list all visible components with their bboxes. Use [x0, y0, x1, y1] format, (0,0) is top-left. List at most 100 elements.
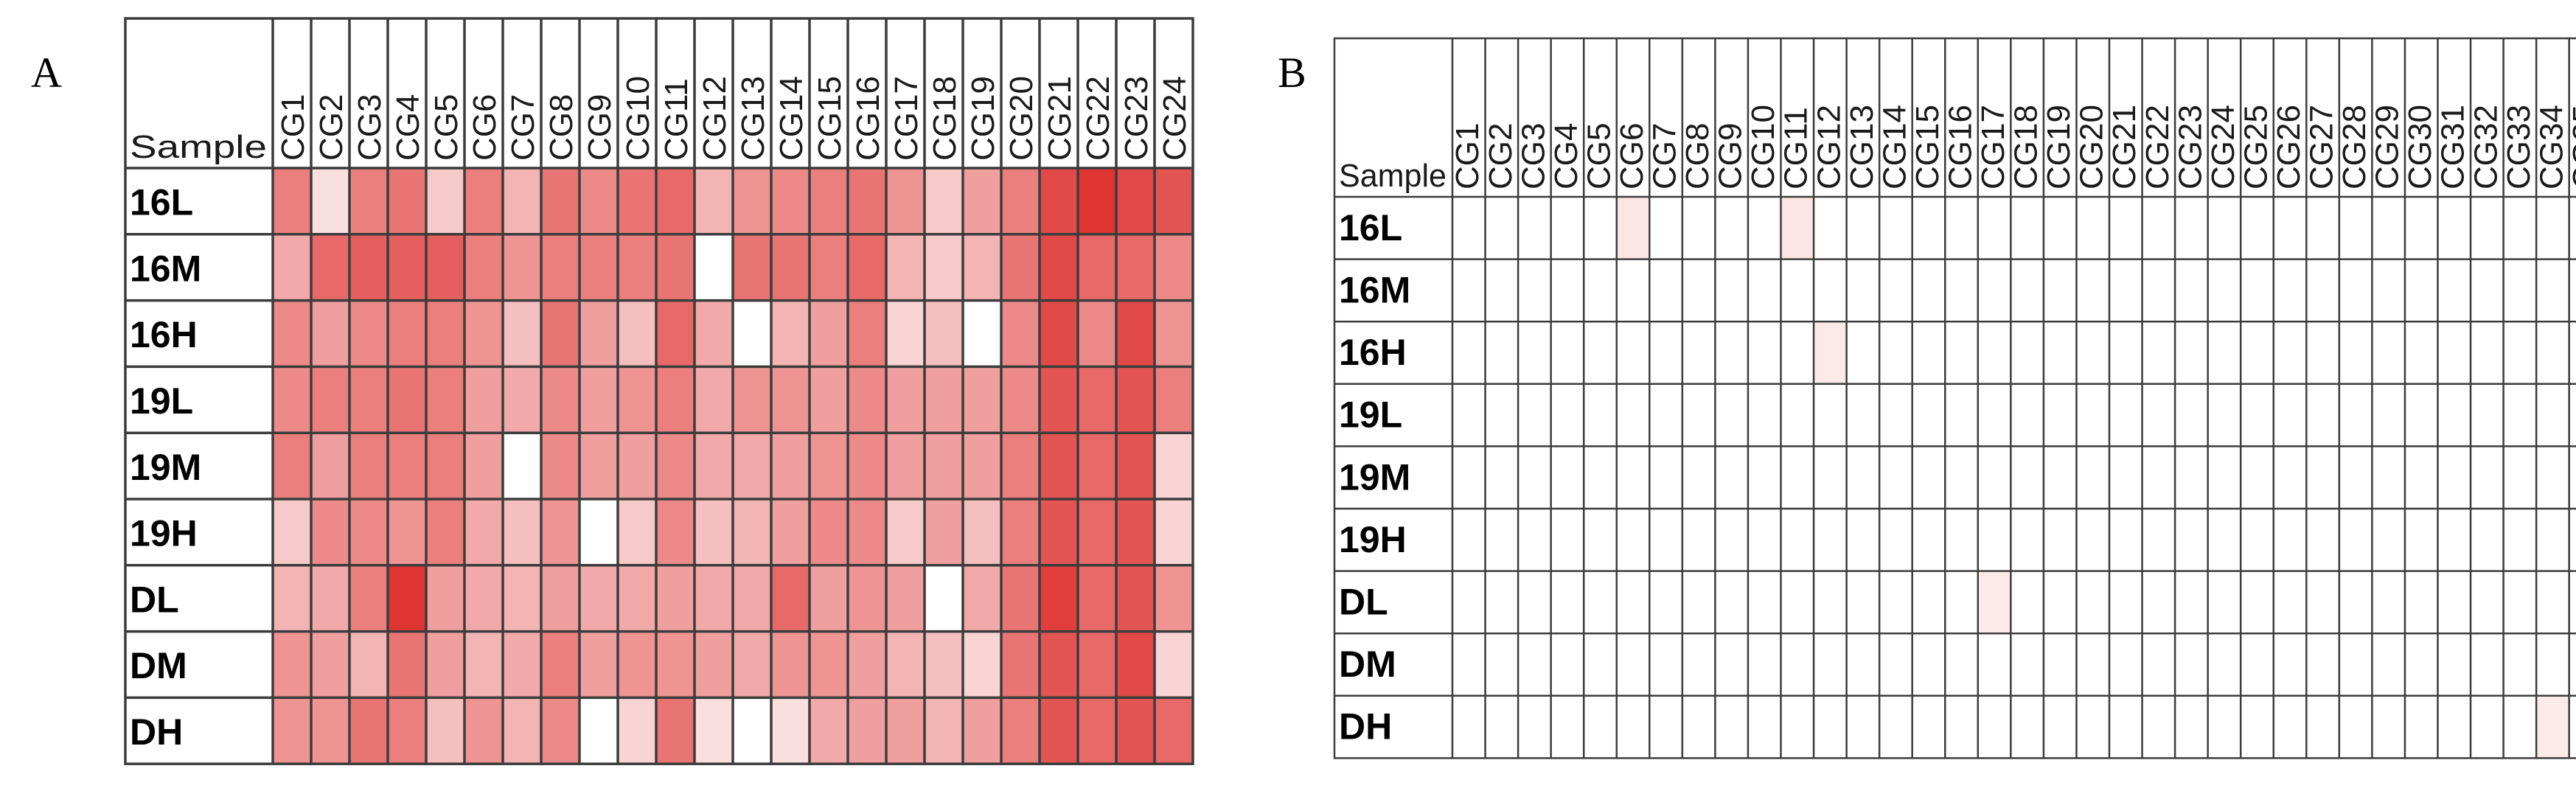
heatmap-cell: [464, 499, 503, 565]
heatmap-cell: [503, 234, 541, 301]
heatmap-cell: [886, 168, 925, 234]
heatmap-cell: [349, 565, 388, 632]
heatmap-cell: [2273, 695, 2307, 759]
heatmap-cell: [2471, 197, 2504, 259]
heatmap-cell: [618, 433, 656, 499]
column-header: CG23: [1118, 76, 1155, 161]
heatmap-cell: [1912, 695, 1946, 759]
heatmap-cell: [2142, 633, 2176, 696]
heatmap-cell: [2306, 321, 2339, 384]
heatmap-cell: [311, 631, 349, 698]
heatmap-cell: [656, 565, 695, 632]
grid-border: [1333, 37, 2576, 759]
heatmap-cell: [1452, 259, 1486, 322]
heatmap-cell: [311, 433, 349, 499]
heatmap-cell: [1155, 565, 1193, 632]
row-label: 16M: [130, 248, 201, 289]
heatmap-cell: [1682, 509, 1716, 571]
heatmap-cell: [2076, 633, 2109, 696]
row-label: 19L: [130, 380, 193, 422]
heatmap-cell: [1116, 697, 1155, 764]
heatmap-cell: [2569, 633, 2576, 696]
heatmap-cell: [1747, 633, 1781, 696]
heatmap-cell: [1040, 433, 1078, 499]
heatmap-cell: [1780, 321, 1814, 384]
heatmap-cell: [695, 234, 733, 301]
heatmap-cell: [1078, 366, 1116, 433]
column-header: CG25: [2238, 105, 2274, 189]
heatmap-cell: [2437, 695, 2471, 759]
heatmap-cell: [2536, 695, 2569, 759]
heatmap-cell: [311, 168, 349, 234]
heatmap-cell: [2273, 259, 2307, 322]
heatmap-cell: [464, 234, 503, 301]
heatmap-cell: [1584, 197, 1617, 259]
heatmap-cell: [426, 631, 464, 698]
heatmap-cell: [2273, 197, 2307, 259]
heatmap-cell: [1040, 499, 1078, 565]
heatmap-cell: [1747, 383, 1781, 447]
heatmap-cell: [2207, 383, 2241, 447]
heatmap-cell: [2536, 446, 2569, 509]
heatmap-cell: [1682, 383, 1716, 447]
heatmap-cell: [848, 499, 886, 565]
heatmap-cell: [1116, 300, 1155, 367]
column-header: CG26: [2271, 105, 2307, 189]
heatmap-cell: [810, 234, 848, 301]
heatmap-cell: [1649, 571, 1682, 634]
heatmap-cell: [1550, 446, 1584, 509]
heatmap-cell: [311, 366, 349, 433]
heatmap-cell: [2372, 633, 2405, 696]
heatmap-cell: [963, 234, 1001, 301]
heatmap-cell: [349, 697, 388, 764]
heatmap-cell: [1452, 321, 1486, 384]
heatmap-cell: [2536, 383, 2569, 447]
heatmap-cell: [618, 300, 656, 367]
heatmap-cell: [1078, 697, 1116, 764]
heatmap-cell: [886, 565, 925, 632]
heatmap-cell: [695, 697, 733, 764]
heatmap-cell: [1584, 571, 1617, 634]
heatmap-cell: [388, 499, 426, 565]
heatmap-cell: [1616, 571, 1650, 634]
row-label: 16H: [1339, 332, 1407, 373]
heatmap-cell: [1715, 321, 1748, 384]
heatmap-cell: [1846, 321, 1880, 384]
heatmap-cell: [1846, 633, 1880, 696]
heatmap-cell: [1078, 565, 1116, 632]
heatmap-cell: [886, 499, 925, 565]
heatmap-cell: [2076, 446, 2109, 509]
heatmap-cell: [273, 697, 311, 764]
heatmap-cell: [1550, 633, 1584, 696]
heatmap-cell: [1616, 509, 1650, 571]
heatmap-cell: [2207, 509, 2241, 571]
column-header: CG32: [2468, 105, 2504, 189]
heatmap-cell: [656, 366, 695, 433]
heatmap-cell: [963, 366, 1001, 433]
heatmap-cell: [771, 631, 810, 698]
heatmap-cell: [311, 234, 349, 301]
row-label: 16L: [1339, 207, 1402, 248]
heatmap-cell: [464, 697, 503, 764]
heatmap-cell: [1616, 633, 1650, 696]
heatmap-cell: [2011, 259, 2044, 322]
heatmap-cell: [2437, 446, 2471, 509]
heatmap-cell: [1116, 366, 1155, 433]
heatmap-cell: [771, 234, 810, 301]
heatmap-cell: [733, 433, 771, 499]
heatmap-cell: [1945, 259, 1978, 322]
heatmap-cell: [1518, 197, 1551, 259]
column-header: CG6: [1614, 123, 1650, 189]
heatmap-cell: [2372, 197, 2405, 259]
heatmap-cell: [1518, 633, 1551, 696]
heatmap-cell: [771, 168, 810, 234]
heatmap-cell: [1945, 633, 1978, 696]
heatmap-cell: [1846, 446, 1880, 509]
heatmap-cell: [2471, 509, 2504, 571]
column-header: CG3: [352, 94, 388, 161]
heatmap-cell: [1155, 366, 1193, 433]
heatmap-cell: [2536, 571, 2569, 634]
heatmap-cell: [2043, 633, 2077, 696]
column-header: CG24: [1157, 76, 1193, 161]
column-header: CG4: [1548, 123, 1584, 189]
